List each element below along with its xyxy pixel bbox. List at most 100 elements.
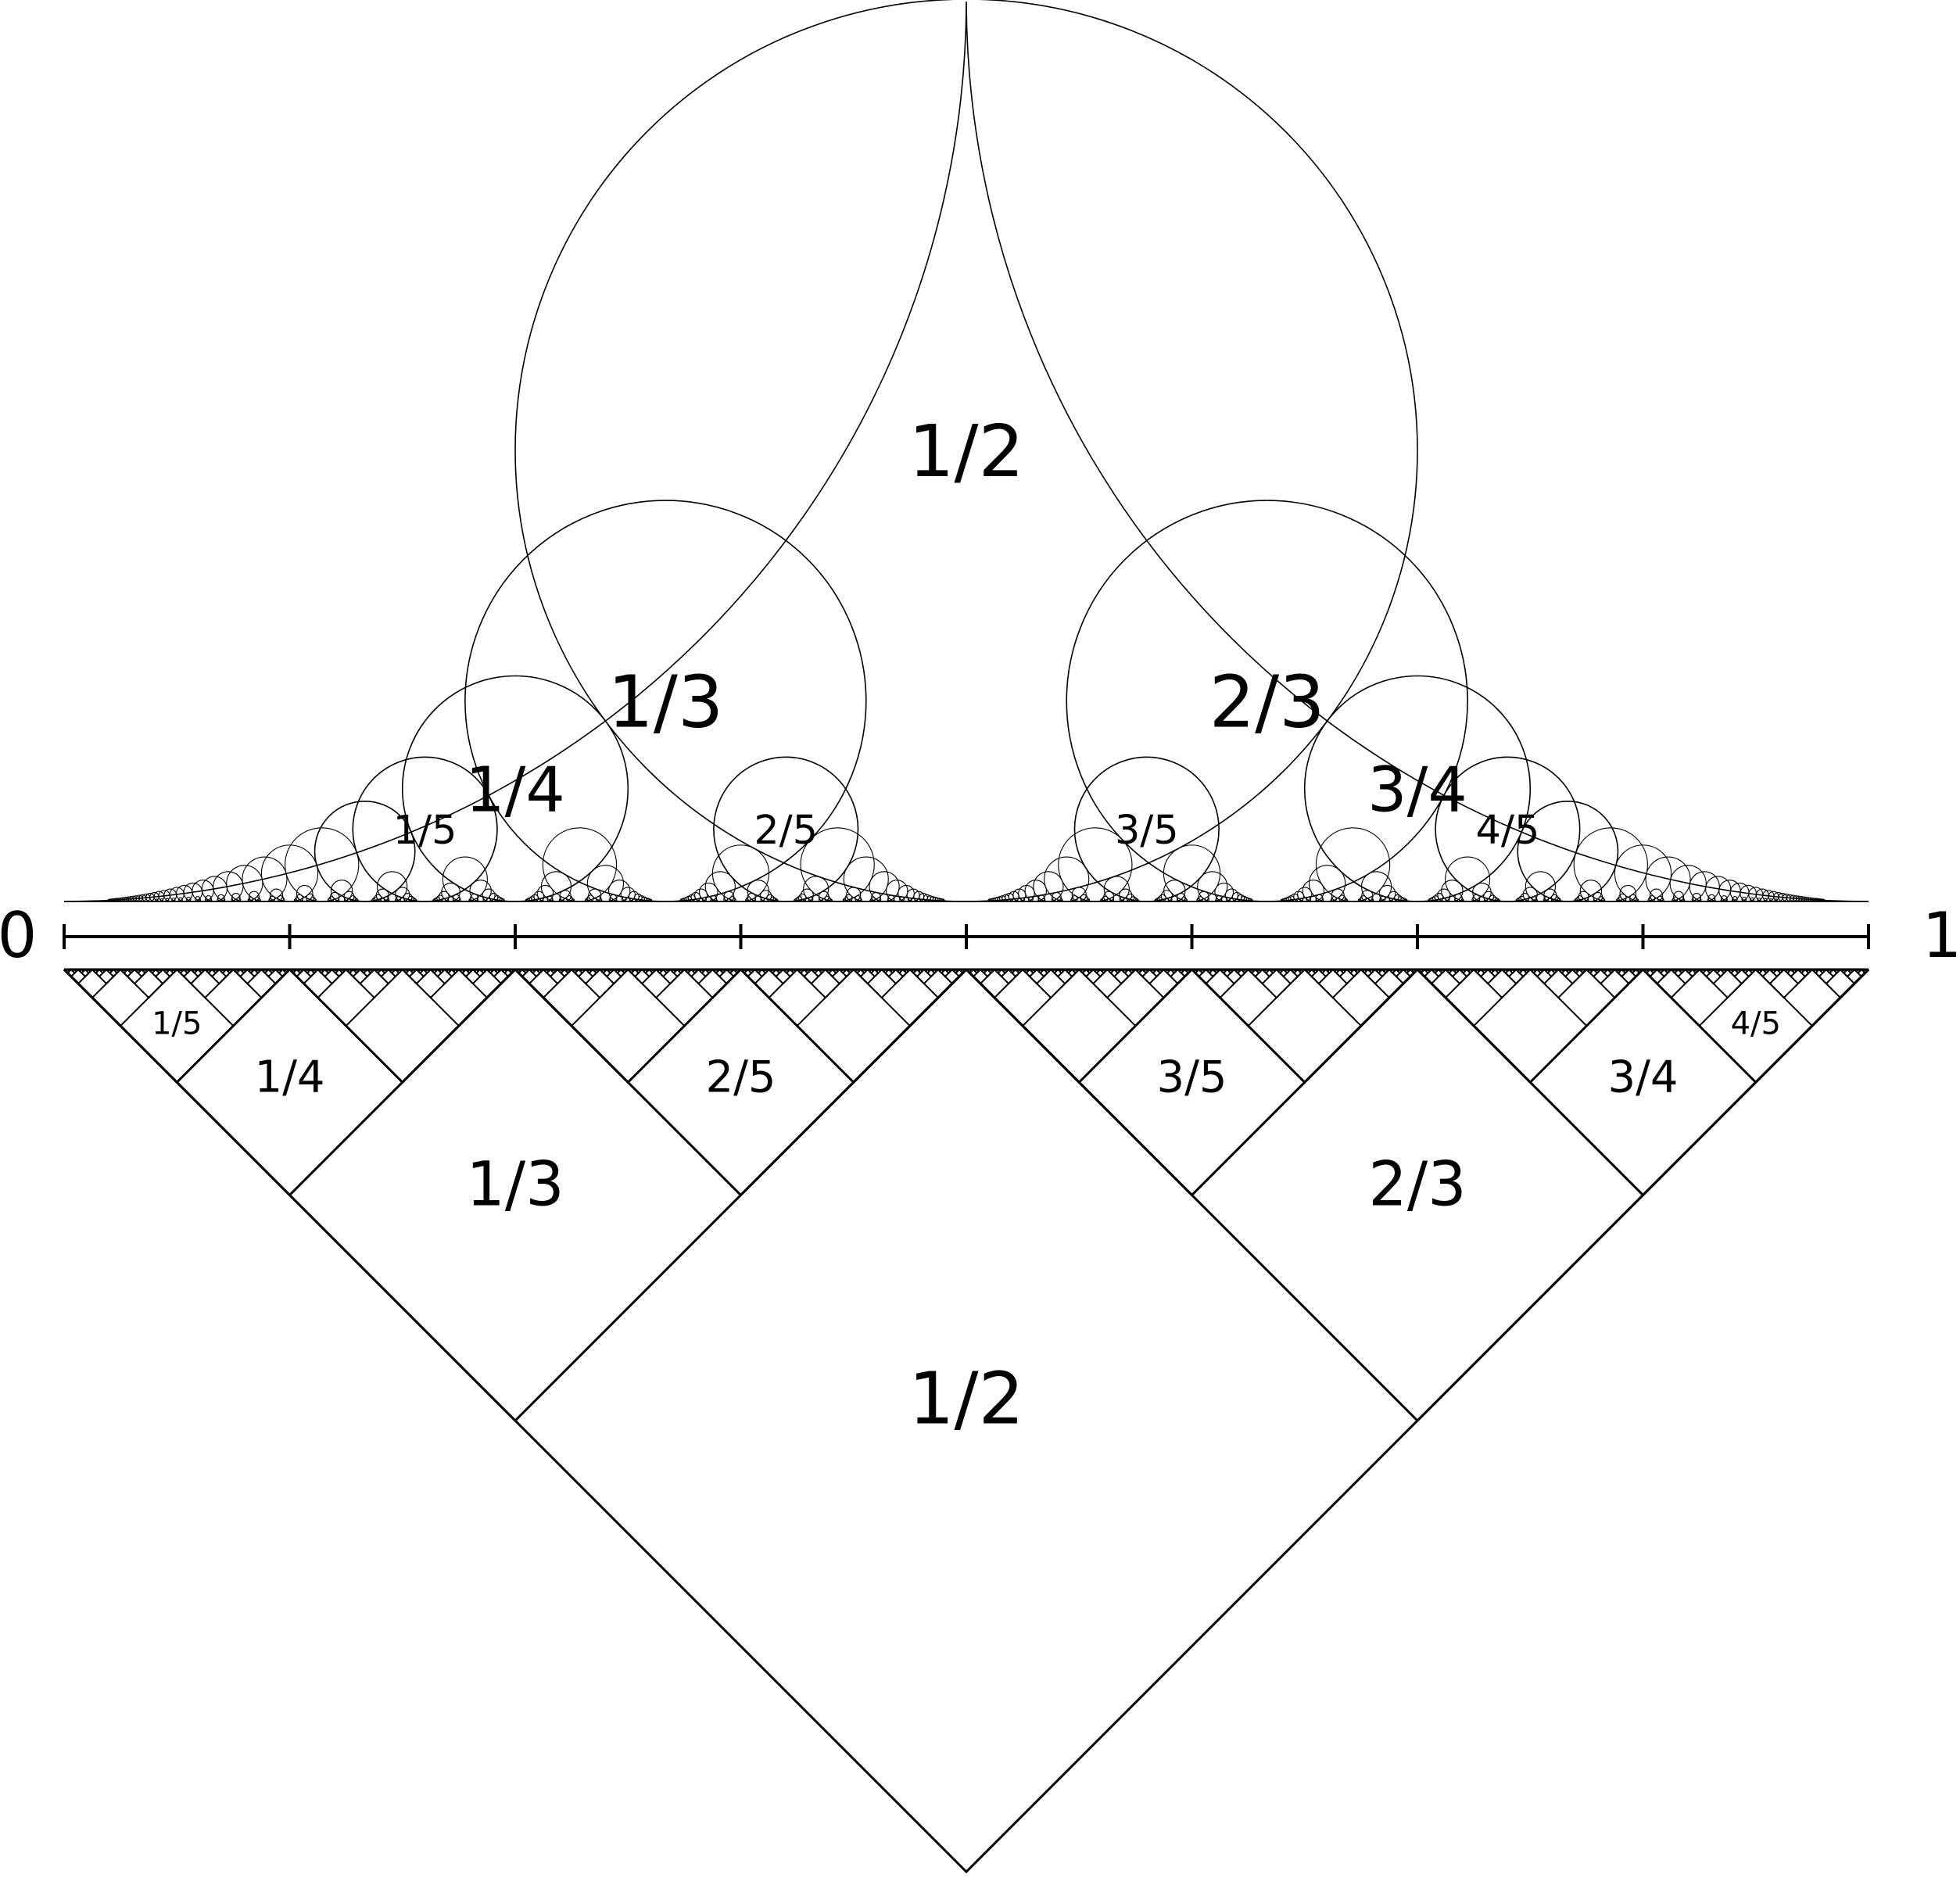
circle-label: 1/2	[908, 410, 1024, 493]
ford-circle	[306, 893, 315, 902]
diamond-label: 1/5	[152, 1006, 202, 1042]
diamond-edge	[966, 969, 1023, 999]
diamond-edge	[1642, 969, 1700, 999]
circle-label: 3/4	[1367, 753, 1467, 826]
diamond-edge	[1586, 969, 1644, 999]
diamond-edge	[909, 969, 967, 999]
ford-circle	[1181, 896, 1187, 902]
diamond-labels: 1/2 1/3 2/3 1/4 3/4 1/5 2/5 3/5 4/5	[152, 1006, 1781, 1441]
ford-circle	[1618, 893, 1627, 902]
diamond-edge	[176, 969, 235, 999]
diamond-edge	[514, 969, 572, 999]
diamond-edge	[63, 969, 121, 999]
diamond-label: 3/5	[1156, 1052, 1227, 1103]
stern-brocot-diamonds	[63, 968, 1870, 1874]
diamond-edge	[1417, 969, 1531, 1027]
ford-circle	[489, 892, 499, 902]
circle-label: 4/5	[1476, 807, 1540, 853]
diamond-edge	[796, 969, 855, 999]
diamond-edge	[288, 969, 403, 1027]
diamond-label: 3/4	[1607, 1052, 1678, 1103]
axis-end-label: 1	[1922, 899, 1960, 972]
ford-circle	[711, 844, 770, 902]
diamond-label: 2/3	[1368, 1149, 1467, 1220]
diamond-edge	[1417, 969, 1474, 999]
ford-circle	[690, 891, 701, 902]
diamond-edge	[853, 969, 967, 1027]
ford-circle	[844, 894, 853, 902]
diamond-edge	[1755, 969, 1813, 999]
circle-label: 2/3	[1209, 661, 1325, 744]
diamond-edge	[966, 969, 1080, 1027]
ford-circle	[1483, 891, 1495, 902]
ford-circle	[565, 895, 573, 902]
diamond-edge	[853, 969, 911, 999]
ford-circle	[285, 827, 360, 902]
diamond-label: 4/5	[1731, 1006, 1781, 1042]
ford-circle	[1598, 896, 1604, 902]
diamond-edge	[458, 969, 516, 999]
diamond-edge	[514, 969, 629, 1027]
ford-circle	[1315, 827, 1391, 902]
ford-circle	[482, 888, 496, 902]
ford-circles	[63, 0, 1869, 902]
diamond-edge	[1529, 969, 1644, 1027]
ford-circle	[1388, 891, 1399, 902]
ford-circle	[759, 890, 772, 902]
diamond-label: 1/4	[254, 1052, 324, 1103]
ford-circle	[1163, 844, 1221, 902]
ford-circle	[1119, 888, 1133, 902]
diamond-edge	[120, 969, 177, 999]
diamond-edge	[1247, 969, 1306, 999]
ford-circle	[533, 891, 545, 902]
ford-circle	[1437, 888, 1451, 902]
diamond-edge	[1360, 969, 1418, 999]
ford-circle	[1445, 856, 1491, 902]
diamond-edge	[402, 969, 460, 999]
diamond-edge	[232, 969, 291, 999]
diamond-edge	[1078, 969, 1137, 999]
diamond-edge	[627, 969, 742, 1027]
ford-circle	[1617, 896, 1622, 902]
ford-circle	[634, 893, 643, 902]
diamond-edge	[1191, 969, 1249, 999]
circle-label: 1/5	[393, 807, 457, 853]
diamond-edge	[1529, 969, 1588, 999]
ford-circle	[1080, 894, 1088, 902]
diamond-edge	[627, 969, 686, 999]
ford-circle	[1360, 895, 1367, 902]
ford-circle	[374, 894, 382, 902]
diamond-edge	[1698, 969, 1757, 999]
ford-circle	[1338, 894, 1346, 902]
diamond-edge	[288, 969, 347, 999]
ford-circle	[1489, 894, 1496, 902]
ford-circle	[766, 894, 775, 902]
ford-circle	[1573, 827, 1648, 902]
ford-circle	[1290, 893, 1299, 902]
ford-circle	[542, 827, 618, 902]
ford-circle	[586, 894, 594, 902]
ford-circle	[1593, 891, 1603, 902]
circle-label: 3/5	[1115, 807, 1179, 853]
envelope-curve	[63, 1, 1869, 902]
ford-circle	[1158, 894, 1166, 902]
ford-circle	[1550, 894, 1559, 902]
ford-circle	[800, 888, 814, 902]
ford-circle	[1394, 894, 1402, 902]
diamond-label: 2/5	[705, 1052, 776, 1103]
diamond-label: 1/2	[908, 1357, 1024, 1440]
number-line: 0 1	[0, 899, 1960, 972]
diamond-edge	[1811, 969, 1869, 999]
diamond-edge	[402, 969, 516, 1027]
diamond-edge	[1078, 969, 1193, 1027]
diamond-edge	[1304, 969, 1362, 999]
ford-circle	[1434, 892, 1444, 902]
ford-circle	[328, 896, 335, 902]
ford-circle	[403, 892, 413, 902]
ford-circle	[746, 896, 751, 902]
ford-circle	[442, 856, 488, 902]
circle-label: 2/5	[754, 807, 818, 853]
ford-circle	[531, 894, 539, 902]
ford-circle	[797, 893, 807, 902]
